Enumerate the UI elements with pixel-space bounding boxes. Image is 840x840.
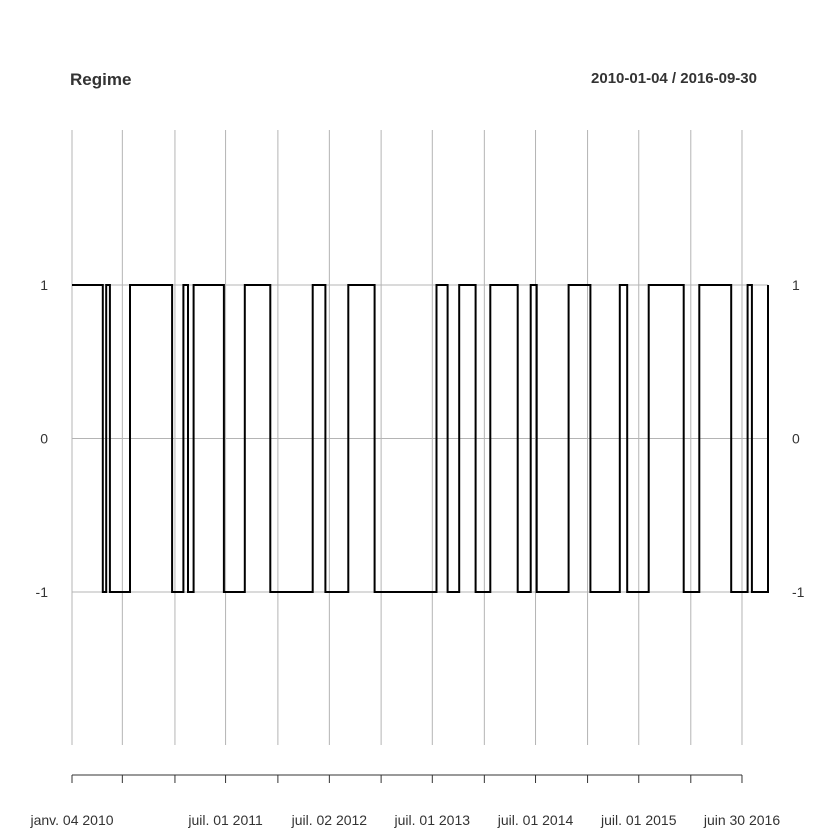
y-tick-label-left: 1 [40, 277, 48, 293]
x-tick-label: juil. 01 2015 [600, 812, 677, 828]
x-tick-label: juil. 01 2011 [187, 812, 263, 828]
x-tick-label: juil. 02 2012 [291, 812, 368, 828]
y-tick-label-right: 0 [792, 431, 800, 447]
x-tick-label: janv. 04 2010 [29, 812, 113, 828]
grid-layer [71, 130, 768, 745]
series-layer [72, 284, 769, 593]
axis-layer [71, 774, 743, 783]
x-tick-label: juin 30 2016 [703, 812, 781, 828]
y-tick-label-left: 0 [40, 431, 48, 447]
label-layer: 1 1 0 0 -1 -1 janv. 04 2010 juil. 01 2011 juil. … [29, 277, 804, 828]
x-tick-label: juil. 01 2013 [394, 812, 471, 828]
regime-series-line [72, 284, 769, 593]
y-tick-label-left: -1 [36, 584, 49, 600]
chart-date-range: 2010-01-04 / 2016-09-30 [591, 70, 757, 87]
y-tick-label-right: -1 [792, 584, 805, 600]
chart-title: Regime [70, 70, 132, 89]
x-tick-label: juil. 01 2014 [497, 812, 574, 828]
y-tick-label-right: 1 [792, 277, 800, 293]
